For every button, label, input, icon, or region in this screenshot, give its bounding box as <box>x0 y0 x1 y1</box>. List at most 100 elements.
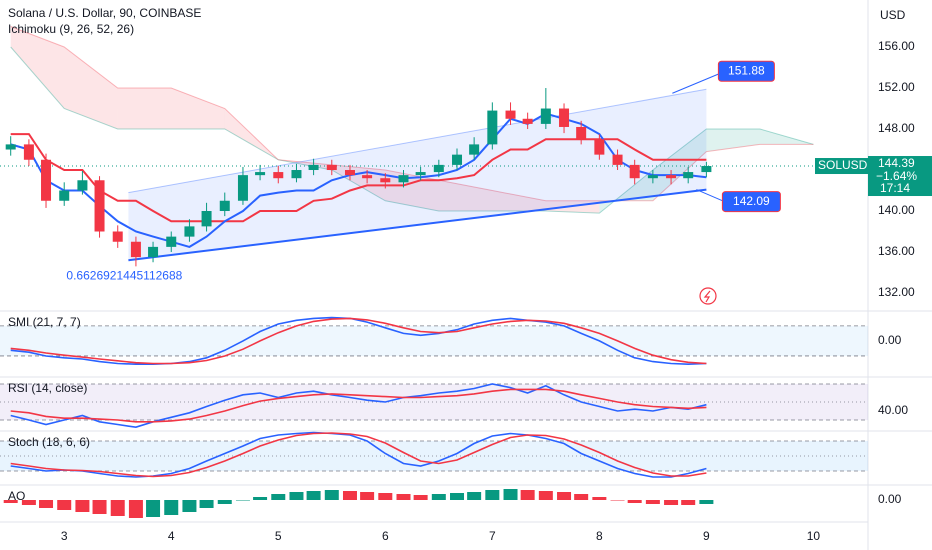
candle-body <box>344 170 355 176</box>
ao-bar <box>146 500 161 517</box>
y-tick-label: 0.00 <box>878 333 902 347</box>
label-connector <box>672 72 721 94</box>
price-badge-box <box>868 156 932 197</box>
x-tick-label: 10 <box>807 529 821 543</box>
candle-body <box>201 211 212 227</box>
cloud-fill <box>706 129 760 152</box>
channel-lower <box>128 188 707 262</box>
ao-bar <box>450 493 465 500</box>
y-tick-label: 132.00 <box>878 285 915 299</box>
candle-body <box>112 231 123 242</box>
candle-body <box>469 144 480 155</box>
candle-body <box>59 190 70 201</box>
candle-body <box>594 139 605 155</box>
indicator-line <box>10 431 707 478</box>
candle-body <box>647 175 658 179</box>
ao-bar <box>182 500 197 512</box>
ao-bar <box>664 500 679 505</box>
indicator-line <box>10 316 707 366</box>
candle-body <box>380 178 391 183</box>
candle-body <box>629 164 640 179</box>
indicator-title: AO <box>8 489 25 503</box>
band-fill <box>0 441 868 471</box>
chart-title: Solana / U.S. Dollar, 90, COINBASE <box>8 6 201 20</box>
ao-bar <box>110 500 125 516</box>
candle-body <box>433 164 444 173</box>
ao-bar <box>645 500 660 504</box>
candle-body <box>273 172 284 179</box>
candle-body <box>326 164 337 171</box>
candle-body <box>77 180 88 191</box>
lead2-line <box>10 26 814 202</box>
y-tick-label: 0.00 <box>878 492 902 506</box>
y-tick-label: 152.00 <box>878 80 915 94</box>
candle-body <box>701 166 712 173</box>
label-connector <box>696 189 725 203</box>
countdown: 17:14 <box>880 181 910 195</box>
indicator-title: RSI (14, close) <box>8 381 87 395</box>
candle-body <box>148 246 159 258</box>
ao-bar <box>520 490 535 500</box>
ao-bar <box>217 500 232 504</box>
channel-note: 0.6626921445112688 <box>66 268 182 282</box>
candle-body <box>666 175 677 179</box>
candle-body <box>308 164 319 171</box>
axis-unit[interactable]: USD <box>880 8 906 22</box>
ao-bar <box>610 500 625 501</box>
candle-body <box>522 118 533 124</box>
indicator-line <box>10 432 707 478</box>
price-label: 151.88 <box>728 63 765 77</box>
ao-bar <box>557 492 572 500</box>
ao-bar <box>75 500 90 512</box>
candle-body <box>23 144 34 160</box>
alert-bolt <box>703 290 711 303</box>
ao-bar <box>164 500 179 515</box>
ao-bar <box>39 500 54 508</box>
ao-bar <box>21 500 36 505</box>
x-tick-label: 7 <box>489 529 496 543</box>
cloud-fill <box>492 190 546 212</box>
ao-bar <box>271 494 286 500</box>
candle-body <box>291 170 302 179</box>
candle-body <box>255 172 266 176</box>
candle-body <box>505 110 516 119</box>
ao-bar <box>253 497 268 500</box>
ao-bar <box>574 494 589 500</box>
ao-bar <box>503 489 518 500</box>
candle-body <box>576 126 587 140</box>
price-label-box <box>717 60 775 82</box>
ao-bar <box>592 497 607 500</box>
ao-bar <box>378 493 393 500</box>
x-tick-label: 8 <box>596 529 603 543</box>
ao-bar <box>306 491 321 500</box>
candle-body <box>540 108 551 124</box>
indicator-line <box>10 388 707 423</box>
x-tick-label: 6 <box>382 529 389 543</box>
ao-bar <box>199 500 214 508</box>
candle-body <box>219 200 230 212</box>
lead1-line <box>10 46 814 214</box>
change: −1.64% <box>876 169 917 183</box>
conversion-line <box>10 112 707 248</box>
base-line <box>10 133 707 223</box>
cloud-fill <box>759 129 814 145</box>
cloud-fill <box>64 47 118 130</box>
cloud-fill <box>117 88 172 130</box>
indicator-title: Stoch (18, 6, 6) <box>8 435 90 449</box>
band-fill <box>0 384 868 421</box>
alert-icon[interactable] <box>699 287 717 305</box>
indicator-line <box>10 383 707 429</box>
x-tick-label: 5 <box>275 529 282 543</box>
candle-body <box>184 226 195 237</box>
indicator-line <box>10 317 707 365</box>
x-tick-label: 4 <box>168 529 175 543</box>
symbol-badge: SOLUSD <box>818 158 868 172</box>
ao-bar <box>467 492 482 500</box>
candle-body <box>487 110 498 145</box>
candle-body <box>415 172 426 176</box>
cloud-fill <box>278 159 332 171</box>
ao-bar <box>627 500 642 503</box>
y-tick-label: 40.00 <box>878 403 908 417</box>
candle-body <box>452 154 463 165</box>
